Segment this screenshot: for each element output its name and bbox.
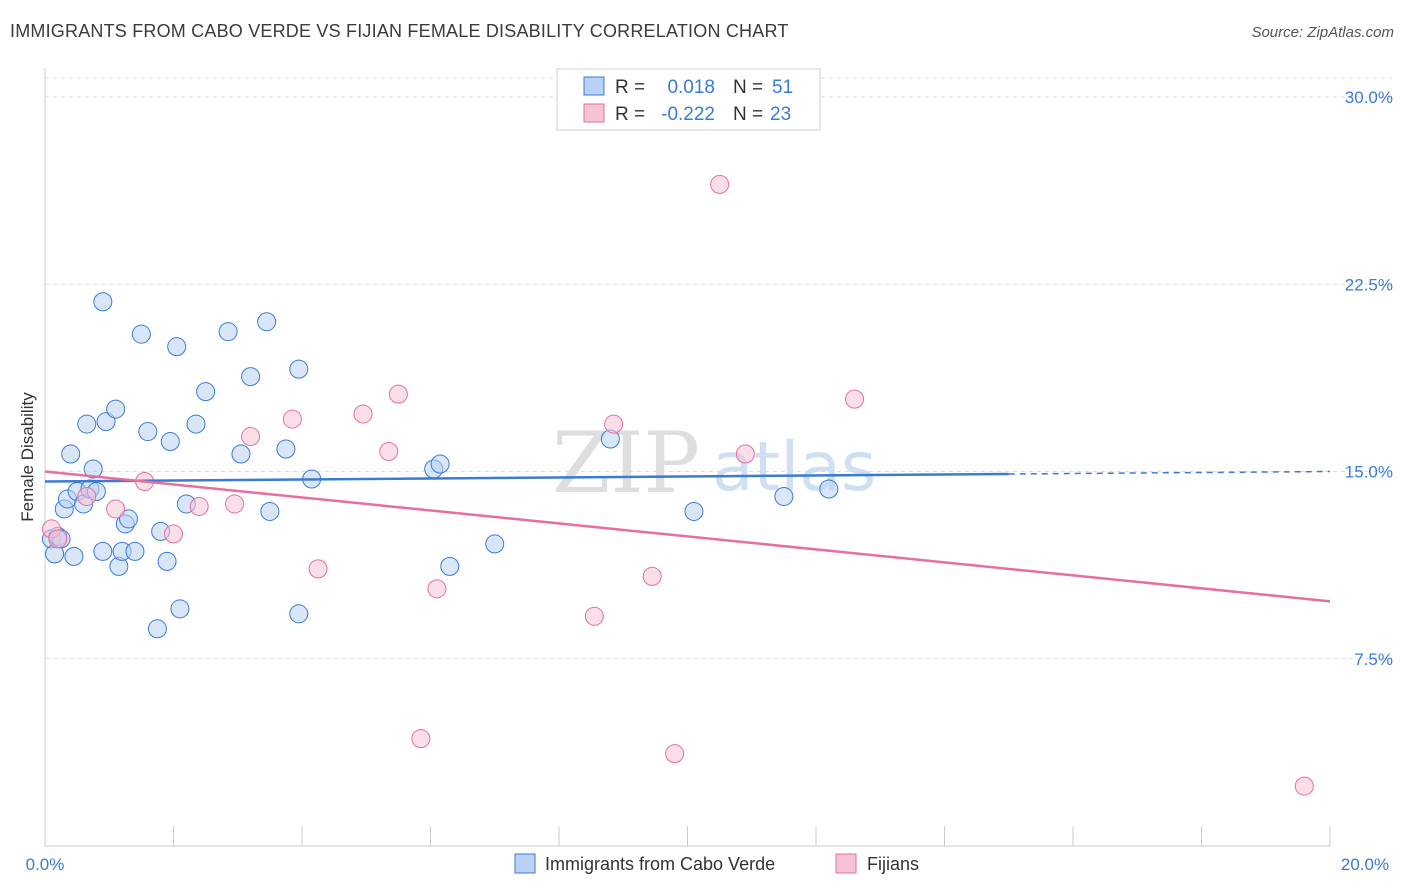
data-point [379, 442, 399, 462]
legend-n-label-blue: N = [733, 77, 763, 98]
series-legend: Immigrants from Cabo Verde Fijians [514, 853, 919, 874]
y-tick-label: 22.5% [1345, 275, 1393, 294]
legend-n-value-pink: 23 [770, 104, 791, 125]
data-point [257, 312, 277, 332]
data-point [604, 414, 624, 434]
data-point [83, 459, 103, 479]
data-point [196, 382, 216, 402]
data-point [106, 499, 126, 519]
data-point [642, 566, 662, 586]
data-point [353, 404, 373, 424]
data-point [231, 444, 251, 464]
legend-n-value-blue: 51 [772, 77, 793, 98]
data-point [77, 486, 97, 506]
data-point [225, 494, 245, 514]
data-point [157, 551, 177, 571]
data-point [440, 556, 460, 576]
data-point [77, 414, 97, 434]
x-tick-marks [44, 826, 1331, 846]
correlation-legend: R = 0.018 N = 51 R = -0.222 N = 23 [556, 68, 821, 131]
data-point [131, 324, 151, 344]
trend-line-cabo-verde [44, 472, 1009, 483]
data-point [48, 529, 68, 549]
watermark-atlas: atlas [712, 428, 876, 507]
data-point [218, 322, 238, 342]
y-tick-label: 7.5% [1354, 650, 1393, 669]
data-point [665, 744, 685, 764]
data-point [93, 292, 113, 312]
data-point [282, 409, 302, 429]
data-point [260, 501, 280, 521]
legend-swatch-pink [583, 103, 605, 123]
y-tick-label: 15.0% [1345, 463, 1393, 482]
series-legend-swatch-blue [514, 853, 536, 874]
data-point [427, 579, 447, 599]
data-point [819, 479, 839, 499]
data-point [289, 604, 309, 624]
series-legend-swatch-pink [835, 853, 857, 874]
data-point [289, 359, 309, 379]
data-point [584, 606, 604, 626]
data-point [241, 367, 261, 387]
data-point [160, 432, 180, 452]
trend-line-fijians [44, 470, 1331, 603]
data-point [186, 414, 206, 434]
data-point [125, 541, 145, 561]
data-point [774, 486, 794, 506]
data-point [241, 427, 261, 447]
data-point [684, 501, 704, 521]
data-point [710, 174, 730, 194]
watermark-zip: ZIP [552, 414, 700, 512]
data-point [845, 389, 865, 409]
data-point [106, 399, 126, 419]
data-point [735, 444, 755, 464]
data-point [276, 439, 296, 459]
trend-line-cabo-verde-extension [1008, 470, 1331, 475]
data-point [147, 619, 167, 639]
data-point [170, 599, 190, 619]
legend-r-label-blue: R = [615, 77, 645, 98]
y-tick-labels: 7.5% 15.0% 22.5% 30.0% [1345, 88, 1393, 669]
data-point [411, 729, 431, 749]
data-point [308, 559, 328, 579]
legend-swatch-blue [583, 76, 605, 96]
data-point [119, 509, 139, 529]
data-point [64, 546, 84, 566]
y-axis-label: Female Disability [18, 392, 37, 522]
trend-lines [44, 470, 1331, 603]
data-point [1294, 776, 1314, 796]
data-point [388, 384, 408, 404]
legend-r-value-blue: 0.018 [667, 77, 715, 98]
legend-r-label-pink: R = [615, 104, 645, 125]
series-legend-label-blue: Immigrants from Cabo Verde [545, 854, 775, 874]
series-legend-label-pink: Fijians [867, 854, 919, 874]
data-point [189, 496, 209, 516]
source-credit: Source: ZipAtlas.com [1251, 24, 1394, 41]
x-tick-label-min: 0.0% [26, 855, 65, 874]
data-point [164, 524, 183, 544]
data-point [167, 337, 187, 357]
data-point [93, 541, 113, 561]
data-point [138, 422, 158, 442]
legend-r-value-pink: -0.222 [661, 104, 715, 125]
chart-title: IMMIGRANTS FROM CABO VERDE VS FIJIAN FEM… [10, 21, 789, 41]
data-point [485, 534, 505, 554]
x-tick-label-max: 20.0% [1341, 855, 1389, 874]
y-tick-label: 30.0% [1345, 88, 1393, 107]
series-fijians-points [41, 174, 1314, 796]
data-point [430, 454, 450, 474]
legend-n-label-pink: N = [733, 104, 763, 125]
data-point [61, 444, 81, 464]
